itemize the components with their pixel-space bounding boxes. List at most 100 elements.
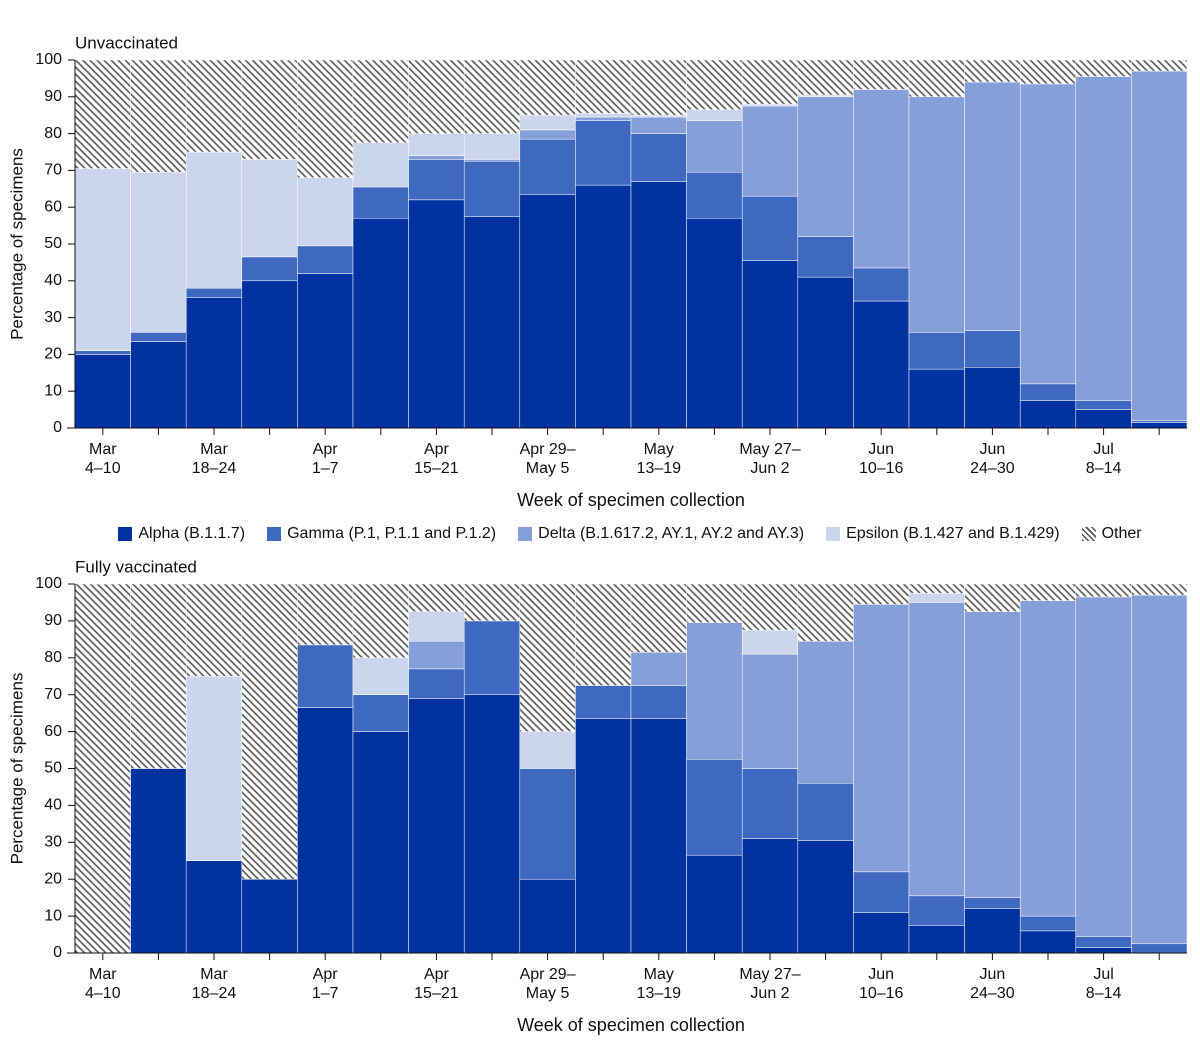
legend-swatch	[267, 527, 282, 541]
bar-segment	[1131, 70, 1188, 421]
bar-segment	[1019, 915, 1077, 932]
bar-segment	[853, 267, 910, 302]
x-tick-label: May 27– Jun 2	[739, 966, 801, 1002]
bar-segment	[1075, 76, 1132, 401]
other-segment	[741, 583, 799, 631]
bar-segment	[185, 151, 243, 289]
bar-segment	[686, 217, 743, 429]
other-segment	[1131, 59, 1188, 72]
bar-segment	[519, 194, 576, 429]
bar-segment	[741, 195, 799, 261]
bar-segment	[519, 731, 576, 769]
bar-segment	[630, 181, 687, 429]
other-segment	[185, 59, 243, 153]
y-tick-label: 20	[44, 870, 62, 887]
other-segment	[853, 59, 910, 90]
bar-segment	[630, 652, 687, 686]
bar-segment	[575, 184, 632, 429]
legend-label: Delta (B.1.617.2, AY.1, AY.2 and AY.3)	[538, 525, 805, 542]
bar-segment	[185, 297, 243, 429]
x-tick-label: Jun 24–30	[970, 966, 1015, 1002]
legend: Alpha (B.1.1.7) Gamma (P.1, P.1.1 and P.1…	[60, 525, 1200, 543]
y-tick-label: 100	[35, 51, 62, 68]
chart-title: Fully vaccinated	[75, 557, 197, 576]
bar-segment	[130, 341, 187, 429]
y-tick-label: 70	[44, 162, 62, 179]
bar-segment	[964, 908, 1021, 954]
bar-segment	[853, 871, 910, 913]
other-segment	[797, 583, 854, 642]
legend-label: Alpha (B.1.1.7)	[138, 525, 246, 542]
x-tick-label: Apr 15–21	[414, 441, 459, 477]
y-tick-label: 30	[44, 309, 62, 326]
bar-segment	[519, 768, 576, 880]
bar-segment	[964, 330, 1021, 368]
bar-segment	[797, 640, 854, 784]
chart-title: Unvaccinated	[75, 33, 178, 52]
legend-item: Alpha (B.1.1.7)	[118, 525, 245, 543]
bar-segment	[352, 186, 409, 219]
bar-segment	[408, 159, 465, 201]
legend-swatch	[826, 527, 841, 541]
bar-segment	[1131, 420, 1188, 423]
bar-segment	[297, 177, 354, 247]
bar-segment	[964, 367, 1021, 429]
y-tick-label: 0	[53, 944, 62, 961]
x-tick-label: Mar 4–10	[85, 966, 121, 1002]
y-tick-label: 60	[44, 198, 62, 215]
bar-segment	[964, 897, 1021, 909]
x-tick-label: Mar 4–10	[85, 441, 121, 477]
y-tick-label: 10	[44, 907, 62, 924]
other-segment	[1019, 583, 1077, 601]
bar-segment	[1075, 409, 1132, 429]
other-segment	[630, 59, 687, 116]
legend-swatch	[1081, 527, 1096, 541]
y-tick-label: 100	[35, 575, 62, 592]
bar-segment	[741, 105, 799, 197]
legend-label: Other	[1101, 525, 1142, 542]
x-tick-label: Apr 29– May 5	[519, 966, 576, 1002]
other-segment	[519, 59, 576, 116]
bar-segment	[853, 300, 910, 429]
bar-segment	[630, 133, 687, 182]
x-tick-label: Mar 18–24	[191, 441, 237, 477]
y-tick-label: 90	[44, 612, 62, 629]
other-segment	[463, 59, 521, 134]
bar-segment	[575, 116, 632, 121]
bar-segment	[185, 860, 243, 954]
bar-segment	[575, 113, 632, 118]
bar-segment	[630, 685, 687, 719]
bar-segment	[741, 260, 799, 429]
bar-segment	[74, 350, 131, 355]
bar-segment	[1019, 83, 1077, 385]
legend-swatch	[518, 527, 533, 541]
y-tick-label: 70	[44, 686, 62, 703]
other-segment	[1075, 583, 1132, 598]
x-tick-label: Jun 10–16	[858, 441, 904, 477]
other-segment	[741, 59, 799, 105]
y-axis-title: Percentage of specimens	[7, 148, 26, 340]
bar-segment	[1131, 594, 1188, 945]
x-tick-label: Apr 1–7	[311, 441, 339, 477]
y-tick-label: 80	[44, 649, 62, 666]
bar-segment	[297, 245, 354, 274]
bar-segment	[1019, 400, 1077, 429]
bar-segment	[1075, 947, 1132, 954]
bar-segment	[408, 133, 465, 156]
y-tick-label: 0	[53, 419, 62, 436]
bar-segment	[352, 217, 409, 429]
bar-segment	[241, 256, 298, 282]
bar-segment	[686, 854, 743, 954]
bar-segment	[853, 912, 910, 954]
other-segment	[964, 583, 1021, 612]
y-tick-label: 30	[44, 834, 62, 851]
other-segment	[185, 583, 243, 677]
bar-segment	[908, 602, 965, 897]
legend-label: Gamma (P.1, P.1.1 and P.1.2)	[287, 525, 497, 542]
legend-item: Other	[1081, 525, 1142, 543]
bar-segment	[908, 368, 965, 429]
bar-segment	[519, 878, 576, 954]
other-segment	[130, 59, 187, 173]
bar-segment	[908, 895, 965, 926]
